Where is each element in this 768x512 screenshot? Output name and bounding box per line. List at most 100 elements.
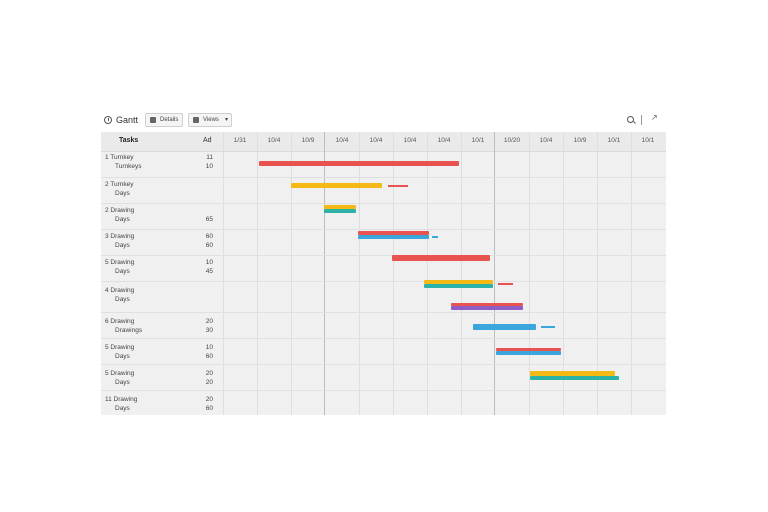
task-duration: 60 60 [201,232,213,250]
row-divider [101,364,666,365]
gantt-bar[interactable] [424,280,493,284]
grid-line [291,132,292,415]
gantt-bar[interactable] [291,183,382,188]
grid-line [494,132,495,415]
task-name: 6 Drawing [105,318,135,325]
task-duration: 11 10 [201,153,213,171]
row-divider [101,255,666,256]
grid-line [427,132,428,415]
task-label[interactable]: 6 Drawing Drawings [105,317,142,335]
dependency-link [432,236,438,238]
gantt-bar[interactable] [451,306,523,310]
date-header: 10/4 [539,137,553,144]
date-header: 10/1 [607,137,621,144]
date-header: 10/4 [369,137,383,144]
duration-value: 11 [206,154,213,161]
task-label[interactable]: 1 Turnkey Turnkeys [105,153,142,171]
views-dropdown[interactable]: Views ▾ [188,113,232,127]
app-title: Gantt [116,115,139,125]
chevron-down-icon: ▾ [224,117,228,123]
row-divider [101,338,666,339]
date-header: 10/1 [641,137,655,144]
gantt-bar[interactable] [496,351,561,355]
task-label[interactable]: 2 Drawing Days [105,206,134,224]
task-subname: Days [115,242,130,249]
task-label[interactable]: 5 Drawing Days [105,258,134,276]
task-name: 4 Drawing [105,287,135,294]
duration-value: 20 [205,370,213,377]
task-name: 3 Drawing [105,233,135,240]
gantt-bar[interactable] [473,324,536,330]
grid-line [223,132,224,415]
task-label[interactable]: 3 Drawing Days [105,232,134,250]
task-subname: Days [115,296,130,303]
task-label[interactable]: 5 Drawing Days [105,343,134,361]
task-column-header: Tasks [119,137,139,144]
duration-value: 20 [205,396,213,403]
toolbar-divider [641,115,642,125]
task-subname: Drawings [115,327,143,334]
gantt-bar[interactable] [451,303,523,306]
views-icon [193,117,199,123]
row-divider [101,229,666,230]
task-subname: Days [115,268,130,275]
grid-line [631,132,632,415]
task-duration: 20 60 [201,395,213,413]
task-duration: 20 20 [201,369,213,387]
grid-line [461,132,462,415]
task-label[interactable]: 4 Drawing Days [105,286,134,304]
gantt-bar[interactable] [392,255,490,261]
date-header: 10/4 [335,137,349,144]
task-subname: Days [115,379,130,386]
row-divider [101,281,666,282]
grid-line [393,132,394,415]
row-divider [101,177,666,178]
people-icon [150,117,156,123]
gantt-bar[interactable] [259,161,459,166]
task-label[interactable]: 5 Drawing Days [105,369,134,387]
task-duration: 65 [201,206,213,224]
date-header: 10/4 [267,137,281,144]
task-duration: 20 30 [201,317,213,335]
share-icon[interactable]: ↗ [651,113,658,122]
duration-value: 10 [205,163,213,170]
gantt-bar[interactable] [358,235,429,239]
duration-value: 20 [205,318,213,325]
gantt-bar[interactable] [358,231,429,235]
dependency-link [388,185,408,187]
task-subname: Days [115,353,130,360]
gantt-bar[interactable] [530,376,619,380]
gantt-grid: Tasks Ad 1/31 10/4 10/9 10/4 10/4 10/4 1… [101,132,666,415]
date-header: 10/20 [503,137,521,144]
search-icon[interactable] [627,116,634,123]
row-divider [101,203,666,204]
gantt-bar[interactable] [324,205,356,209]
duration-value: 20 [205,379,213,386]
gantt-panel: Gantt Details Views ▾ ↗ Tasks Ad 1/31 10… [101,110,666,415]
duration-value: 60 [205,353,213,360]
views-dropdown-label: Views [203,117,219,123]
grid-line [597,132,598,415]
duration-value: 60 [205,233,213,240]
dependency-link [498,283,513,285]
duration-value: 60 [205,242,213,249]
task-subname: Days [115,190,130,197]
duration-value: 10 [205,259,213,266]
date-header: 10/4 [437,137,451,144]
gantt-bar[interactable] [530,371,615,376]
gantt-bar[interactable] [496,348,561,351]
gantt-bar[interactable] [324,209,356,213]
gantt-bar[interactable] [424,284,493,288]
grid-line [324,132,325,415]
clock-icon [104,116,112,124]
duration-column-header: Ad [203,137,212,144]
task-label[interactable]: 2 Turnkey Days [105,180,134,198]
details-button[interactable]: Details [145,113,183,127]
task-name: 5 Drawing [105,370,135,377]
task-duration: 10 45 [201,258,213,276]
duration-value: 60 [205,405,213,412]
row-divider [101,390,666,391]
task-label[interactable]: 11 Drawing Days [105,395,137,413]
duration-value: 65 [205,216,213,223]
duration-value: 30 [205,327,213,334]
